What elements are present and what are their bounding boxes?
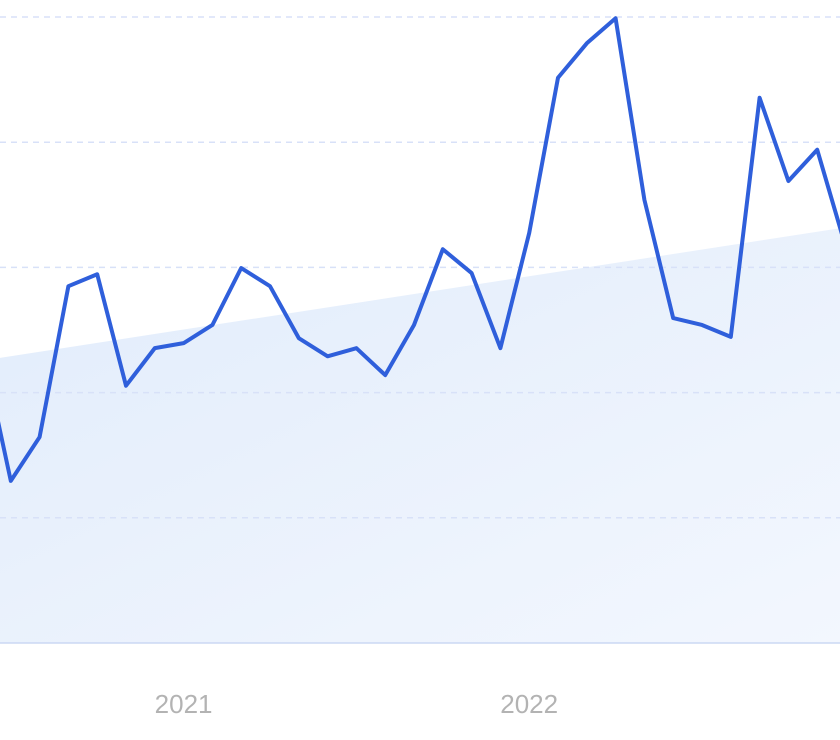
x-tick-label: 2022 (500, 689, 558, 719)
trend-area (0, 228, 840, 643)
line-series (0, 16, 840, 483)
x-tick-label: 2021 (155, 689, 213, 719)
